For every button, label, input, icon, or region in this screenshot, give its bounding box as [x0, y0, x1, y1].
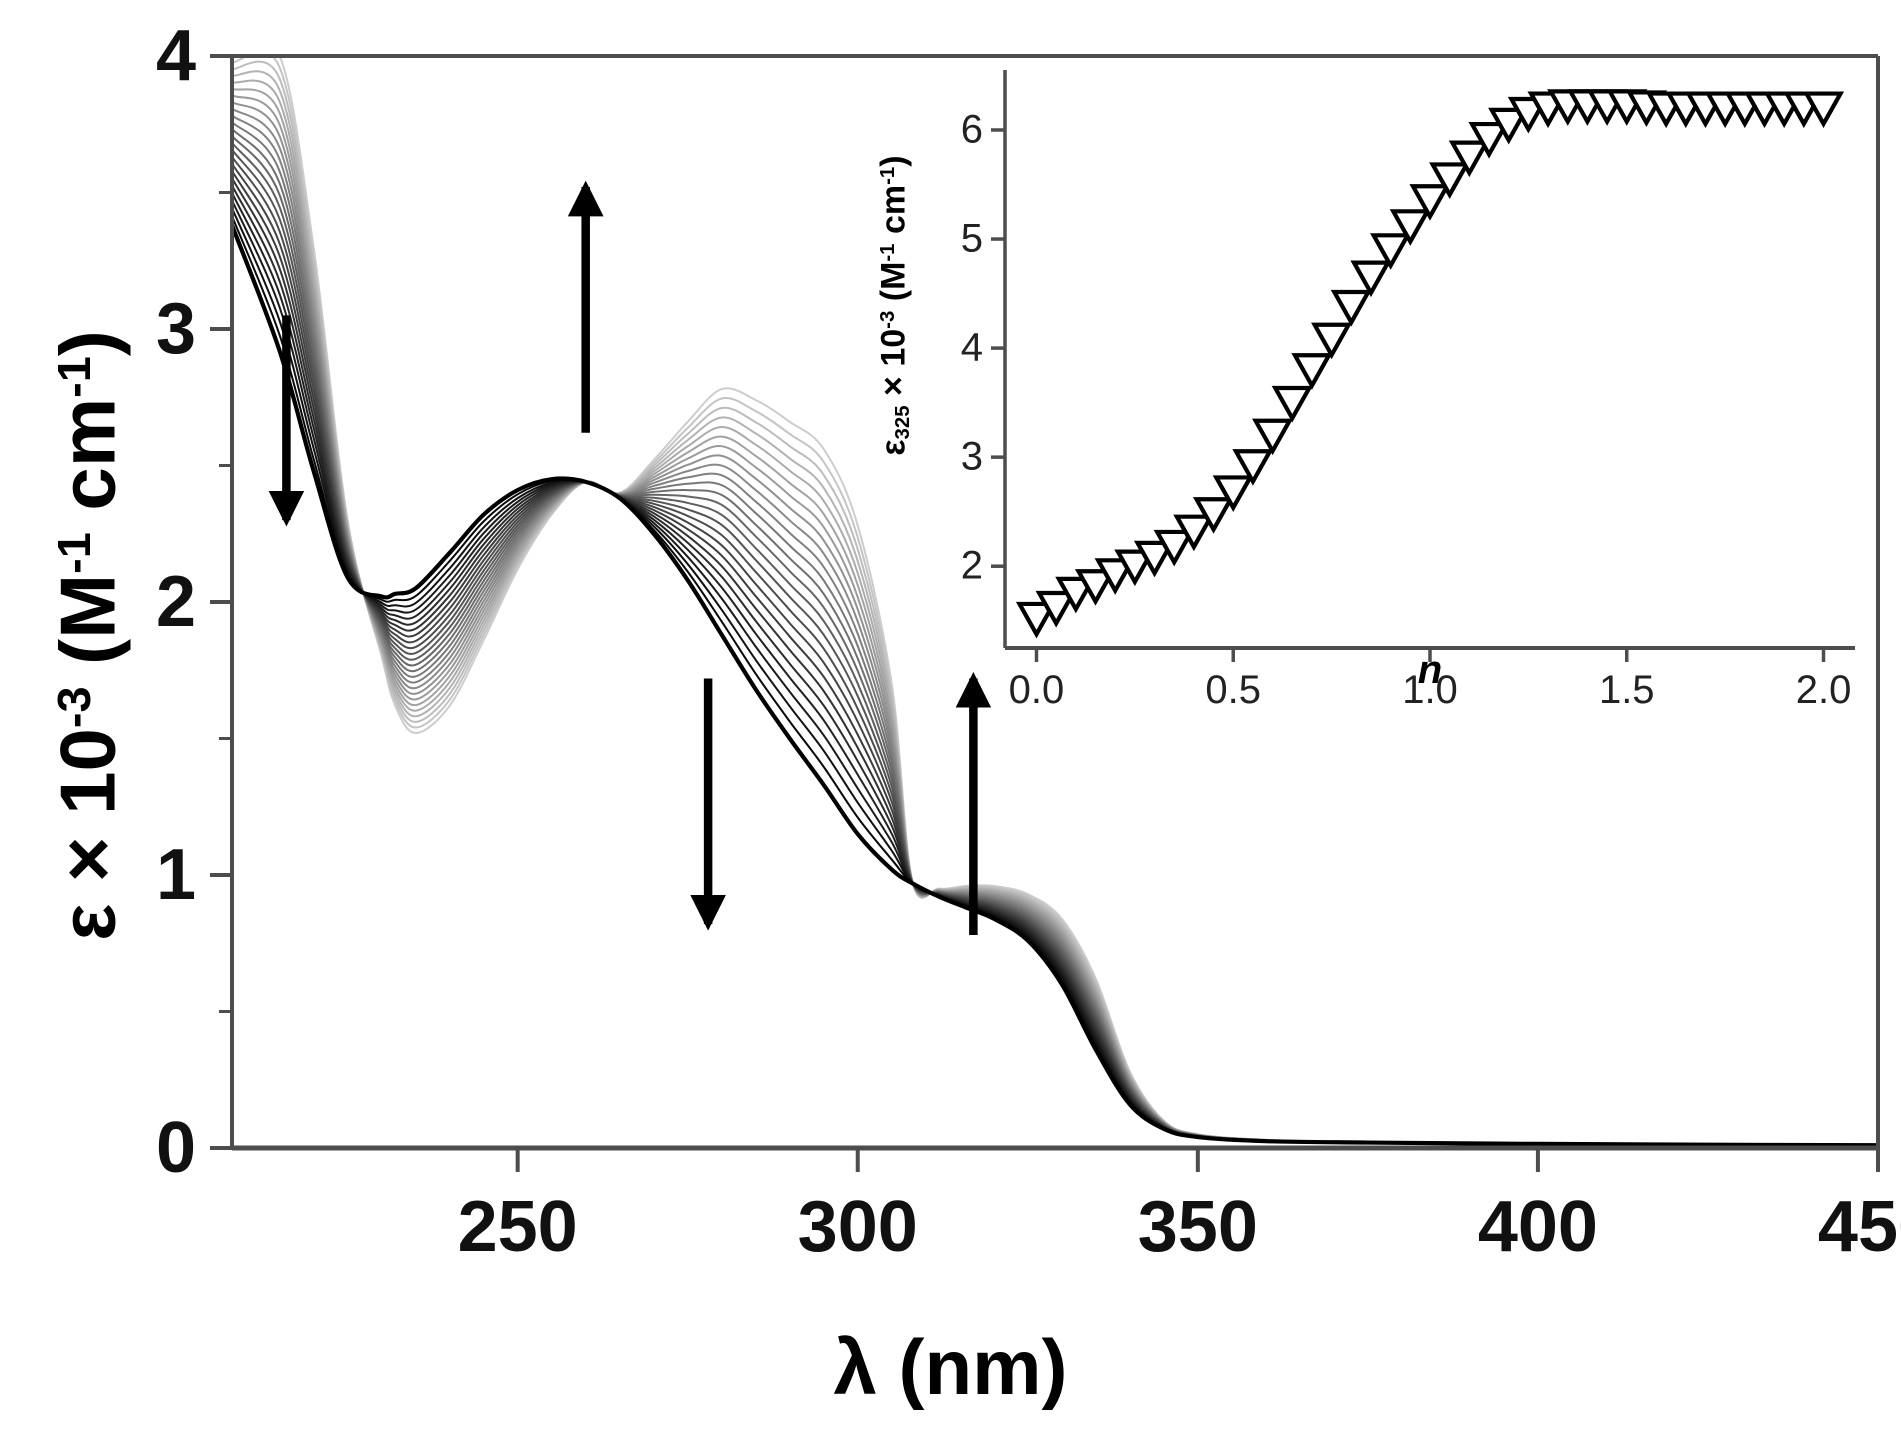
trend-arrows	[268, 180, 992, 936]
inset-plot	[991, 70, 1855, 662]
main-x-tick: 450	[1817, 1187, 1901, 1267]
main-axes	[210, 54, 1880, 1172]
main-y-axis-label: ε × 10-3 (M-1 cm-1)	[43, 330, 132, 941]
inset-y-tick: 4	[960, 325, 983, 370]
inset-y-tick: 5	[960, 216, 983, 261]
main-y-tick: 4	[155, 16, 196, 96]
inset-triangle-marker	[1252, 418, 1294, 456]
inset-triangle-marker	[1094, 558, 1136, 595]
inset-triangle-marker	[1173, 514, 1215, 552]
inset-triangle-marker	[1133, 540, 1176, 578]
inset-triangle-marker	[1468, 121, 1510, 159]
inset-y-tick: 6	[960, 107, 983, 152]
main-y-tick: 0	[155, 1108, 196, 1188]
inset-triangle-marker	[1409, 184, 1451, 221]
inset-x-tick: 1.0	[1402, 668, 1458, 712]
inset-y-axis-label: ε325 × 10-3 (M-1 cm-1)	[874, 155, 914, 456]
inset-triangle-marker	[1291, 353, 1333, 390]
inset-triangle-marker	[1271, 385, 1313, 423]
main-x-axis-label: λ (nm)	[833, 1323, 1068, 1411]
main-y-tick: 1	[155, 835, 196, 915]
inset-triangle-marker	[1153, 529, 1195, 567]
inset-triangle-marker	[1350, 260, 1392, 298]
inset-triangle-marker	[1389, 209, 1431, 246]
main-x-tick: 400	[1477, 1187, 1598, 1267]
inset-triangle-marker	[1212, 475, 1254, 512]
inset-triangle-marker	[1074, 569, 1117, 606]
inset-triangle-marker	[1035, 590, 1077, 628]
inset-data-markers	[1015, 89, 1845, 639]
inset-x-tick: 1.5	[1598, 668, 1655, 712]
inset-triangle-marker	[1055, 576, 1097, 614]
inset-y-tick: 3	[960, 434, 983, 479]
inset-x-tick: 0.5	[1205, 668, 1262, 712]
main-x-tick: 350	[1137, 1187, 1258, 1267]
spectrum-curve	[232, 223, 1878, 1148]
spectra-curves	[232, 56, 1878, 1148]
inset-triangle-marker	[1488, 107, 1530, 145]
inset-triangle-marker	[1448, 140, 1490, 178]
inset-triangle-marker	[1370, 233, 1412, 270]
inset-triangle-marker	[1330, 289, 1372, 327]
inset-triangle-marker	[1192, 497, 1235, 534]
inset-triangle-marker	[1114, 549, 1156, 587]
inset-triangle-marker	[1429, 162, 1471, 199]
inset-triangle-marker	[1802, 91, 1845, 129]
inset-triangle-marker	[1015, 601, 1058, 639]
inset-x-tick: 2.0	[1795, 668, 1852, 712]
main-x-tick: 300	[797, 1187, 918, 1267]
inset-triangle-marker	[1232, 449, 1274, 486]
inset-axes	[991, 70, 1855, 662]
inset-x-axis-label: n	[1417, 648, 1443, 692]
inset-x-tick: 0.0	[1008, 668, 1065, 712]
inset-triangle-marker	[1311, 322, 1353, 360]
main-y-tick: 2	[155, 562, 196, 642]
main-y-tick: 3	[155, 289, 196, 369]
inset-binding-isotherm: ε325 × 10-3 (M-1 cm-1) n 0.0 0.5 1.0 1.5 2.0…	[855, 48, 1877, 748]
main-x-tick: 250	[457, 1187, 578, 1267]
inset-y-tick: 2	[960, 543, 983, 588]
